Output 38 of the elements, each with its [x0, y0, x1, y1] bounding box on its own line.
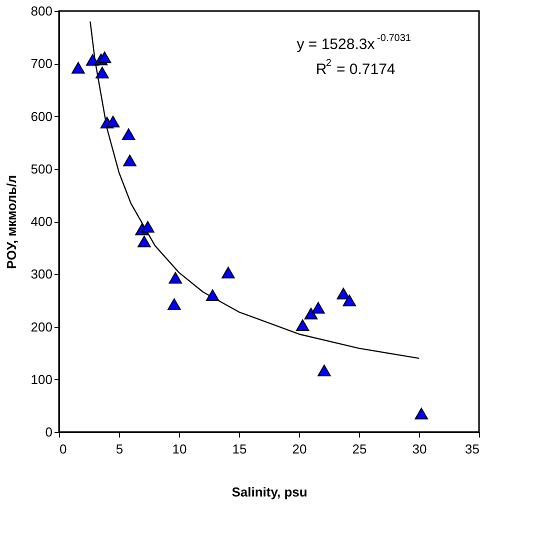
y-tick-label: 800	[30, 4, 52, 18]
point	[206, 289, 220, 301]
y-tick-label: 100	[30, 372, 52, 387]
x-tick-label: 30	[412, 442, 427, 456]
point	[168, 298, 181, 310]
x-tick-label: 10	[172, 442, 187, 456]
x-tick-label: 0	[60, 442, 67, 456]
point	[168, 272, 182, 284]
x-tick-label: 35	[465, 442, 480, 456]
point	[312, 302, 325, 314]
point	[141, 220, 154, 233]
point	[336, 288, 350, 300]
point	[342, 294, 356, 306]
x-tick-label: 20	[292, 442, 307, 456]
point	[296, 319, 310, 331]
y-tick-label: 0	[45, 424, 52, 440]
x-tick-label: 25	[352, 442, 367, 456]
y-tick-label: 600	[30, 108, 52, 124]
y-tick-label: 700	[30, 56, 52, 72]
x-tick-label: 5	[116, 442, 124, 456]
x-axis-title: Salinity, psu	[232, 484, 308, 500]
point	[96, 66, 109, 78]
x-tick-label: 15	[232, 442, 247, 456]
y-tick-label: 400	[30, 214, 52, 229]
point	[414, 408, 428, 420]
point	[304, 308, 318, 320]
point	[72, 62, 85, 74]
y-tick-label: 200	[30, 319, 52, 334]
point	[318, 364, 331, 376]
y-tick-label: 300	[30, 266, 52, 282]
point	[122, 128, 136, 140]
y-tick-label: 500	[30, 161, 52, 176]
point	[123, 154, 136, 166]
point	[222, 266, 235, 278]
y-axis-title: POУ, мкмоль/л	[4, 175, 19, 269]
point	[98, 52, 112, 64]
point	[138, 236, 151, 248]
point	[106, 116, 120, 128]
